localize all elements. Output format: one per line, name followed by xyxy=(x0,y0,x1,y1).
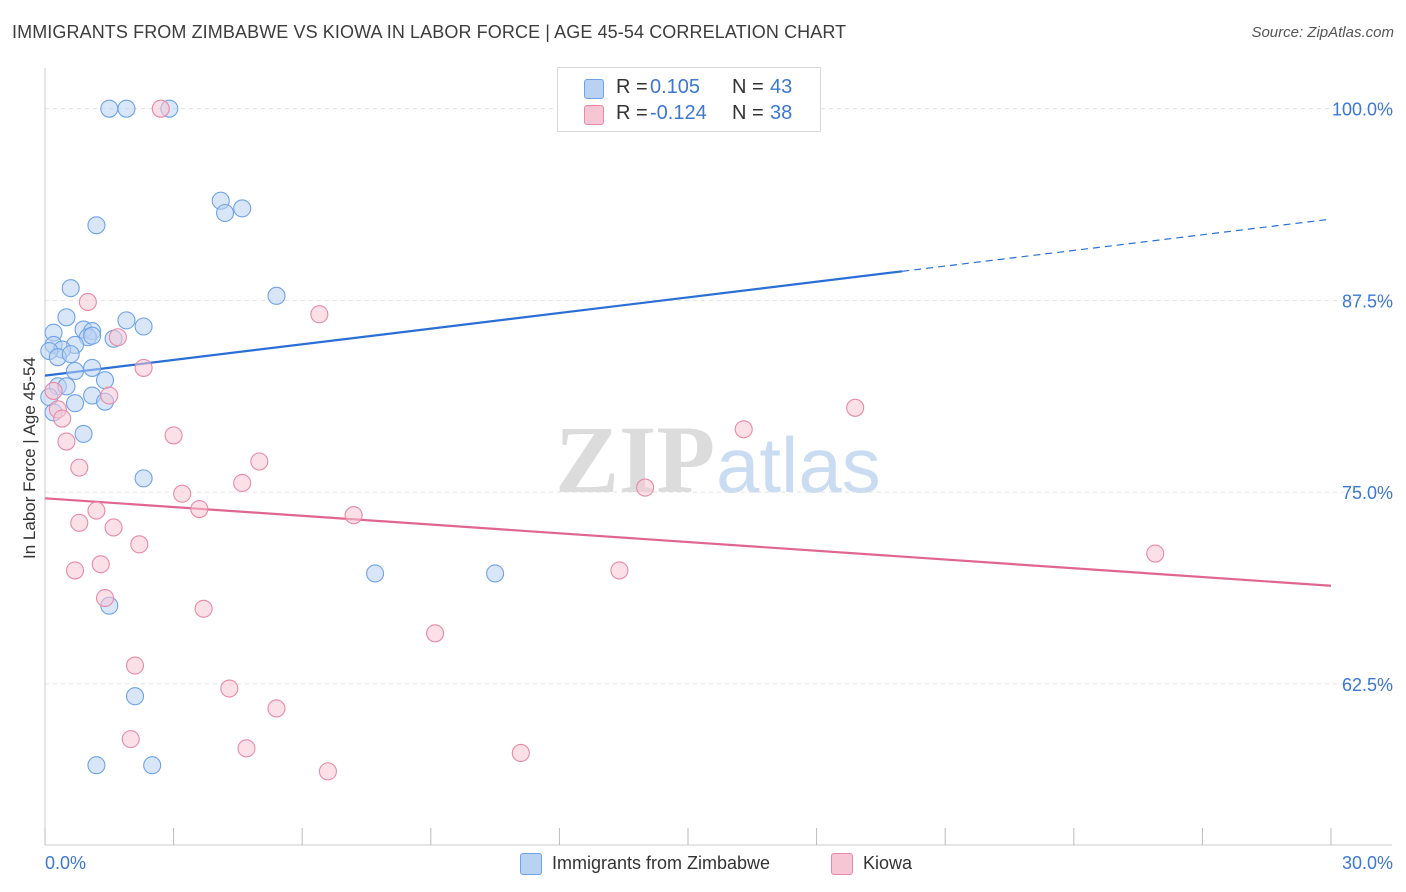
kiowa-legend-label: Kiowa xyxy=(863,853,913,873)
kiowa-swatch xyxy=(584,105,604,125)
data-point xyxy=(74,424,93,443)
trend-line-kiowa xyxy=(44,497,1332,587)
trend-line-extension xyxy=(902,218,1332,272)
data-point xyxy=(190,500,209,519)
series-kiowa xyxy=(44,99,1165,781)
data-point xyxy=(100,99,119,118)
data-point xyxy=(87,756,106,775)
data-point xyxy=(194,599,213,618)
n-label: N = xyxy=(732,102,764,124)
data-point xyxy=(134,317,153,336)
data-point xyxy=(57,432,76,451)
series-zimbabwe xyxy=(40,99,766,775)
data-point xyxy=(220,679,239,698)
zimbabwe-legend-label: Immigrants from Zimbabwe xyxy=(552,853,771,873)
kiowa-n-value: 38 xyxy=(770,102,793,124)
data-point xyxy=(95,371,115,390)
data-point xyxy=(130,535,149,554)
data-point xyxy=(87,216,106,235)
data-point xyxy=(636,478,655,497)
data-point xyxy=(250,452,269,471)
data-point xyxy=(65,394,85,413)
data-point xyxy=(61,345,80,364)
data-point xyxy=(53,409,72,428)
data-point xyxy=(233,473,252,493)
data-point xyxy=(846,398,865,417)
data-point xyxy=(215,203,235,223)
data-point xyxy=(125,687,145,706)
data-point xyxy=(1146,544,1165,563)
zimbabwe-n-value: 43 xyxy=(770,76,793,98)
y-tick-label: 75.0% xyxy=(1342,483,1393,503)
correlation-legend: R = 0.105 N = 43 R = -0.124 N = 38 xyxy=(557,67,821,132)
data-point xyxy=(511,743,530,763)
data-point xyxy=(267,699,286,718)
data-point xyxy=(65,561,85,580)
x-tick-label-max: 30.0% xyxy=(1342,853,1393,873)
data-point xyxy=(318,762,337,781)
data-points xyxy=(40,99,1165,781)
data-point xyxy=(173,484,192,503)
data-point xyxy=(117,99,136,118)
chart-source: Source: ZipAtlas.com xyxy=(1251,24,1394,41)
data-point xyxy=(366,564,385,583)
data-point xyxy=(87,501,106,520)
tick-labels: 100.0% 87.5% 75.0% 62.5% 0.0% 30.0% xyxy=(45,100,1393,873)
y-tick-label: 62.5% xyxy=(1342,675,1393,695)
trend-line-zimbabwe xyxy=(44,270,903,377)
data-point xyxy=(44,381,63,400)
kiowa-legend-swatch xyxy=(831,853,853,875)
trend-lines xyxy=(44,218,1332,587)
data-point xyxy=(151,99,170,118)
n-label: N = xyxy=(732,76,764,98)
data-point xyxy=(310,305,329,324)
y-tick-label: 100.0% xyxy=(1332,100,1393,120)
data-point xyxy=(344,506,363,525)
data-point xyxy=(61,279,80,298)
chart-title: IMMIGRANTS FROM ZIMBABWE VS KIOWA IN LAB… xyxy=(12,22,847,42)
data-point xyxy=(267,286,286,305)
data-point xyxy=(78,292,97,312)
data-point xyxy=(734,420,753,439)
data-point xyxy=(83,358,102,377)
axes xyxy=(44,68,1392,846)
watermark-zip: ZIP xyxy=(555,406,715,513)
data-point xyxy=(237,739,256,758)
data-point xyxy=(108,328,127,347)
zimbabwe-legend-swatch xyxy=(520,853,542,875)
watermark: ZIP atlas xyxy=(555,406,881,513)
data-point xyxy=(83,326,102,345)
kiowa-r-value: -0.124 xyxy=(650,102,707,124)
r-label: R = xyxy=(616,102,648,124)
data-point xyxy=(65,361,85,381)
r-label: R = xyxy=(616,76,648,98)
data-point xyxy=(91,555,110,574)
data-point xyxy=(125,656,145,675)
data-point xyxy=(70,458,89,477)
data-point xyxy=(70,513,89,532)
x-tick-label-min: 0.0% xyxy=(45,853,86,873)
data-point xyxy=(486,564,505,583)
data-point xyxy=(95,588,115,608)
data-point xyxy=(100,386,119,405)
grid xyxy=(45,108,1392,685)
data-point xyxy=(121,730,140,749)
data-point xyxy=(426,624,445,643)
data-point xyxy=(134,469,153,488)
zimbabwe-swatch xyxy=(584,79,604,99)
data-point xyxy=(104,518,123,537)
data-point xyxy=(233,199,252,218)
data-point xyxy=(117,311,136,330)
data-point xyxy=(57,308,76,327)
data-point xyxy=(610,561,629,580)
zimbabwe-r-value: 0.105 xyxy=(650,76,701,98)
data-point xyxy=(143,756,162,775)
data-point xyxy=(164,426,183,445)
y-tick-label: 87.5% xyxy=(1342,291,1393,311)
data-point xyxy=(134,358,153,377)
